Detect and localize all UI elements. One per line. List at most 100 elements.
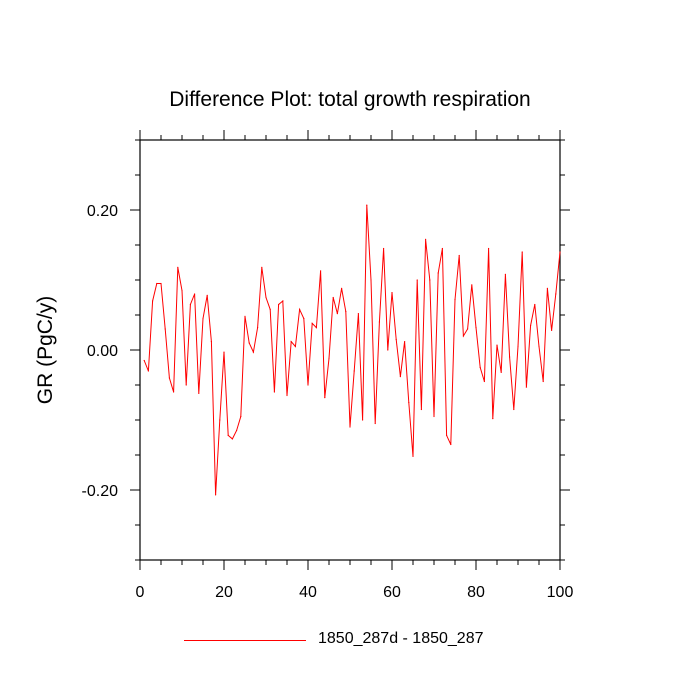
legend-label: 1850_287d - 1850_287 xyxy=(318,630,484,647)
data-point xyxy=(441,247,443,250)
data-point xyxy=(269,308,271,310)
data-point xyxy=(231,438,233,440)
tick-labels: 0 20 40 60 80 100 -0.20 0.00 0.20 xyxy=(82,203,574,601)
data-point xyxy=(324,397,326,399)
data-point xyxy=(488,247,490,250)
data-point xyxy=(219,419,221,421)
data-point xyxy=(391,292,393,294)
data-point xyxy=(332,296,334,299)
data-point xyxy=(513,408,515,411)
data-point xyxy=(152,300,154,302)
data-point xyxy=(412,455,414,457)
data-point xyxy=(206,294,208,296)
data-point xyxy=(353,370,355,372)
x-tick-label: 60 xyxy=(383,584,401,601)
data-point xyxy=(525,386,528,388)
data-point xyxy=(189,303,191,306)
data-point xyxy=(198,392,200,394)
data-point xyxy=(177,266,179,268)
data-point xyxy=(236,429,238,432)
data-point xyxy=(147,370,149,372)
data-point xyxy=(357,313,359,315)
legend-line-swatch xyxy=(184,640,306,641)
data-point xyxy=(378,321,380,323)
data-point xyxy=(429,279,431,281)
data-point xyxy=(143,359,145,362)
data-point xyxy=(315,327,317,329)
data-point xyxy=(156,282,158,285)
data-point xyxy=(273,391,275,393)
data-point xyxy=(345,310,347,313)
data-point xyxy=(194,293,196,295)
series-line xyxy=(143,205,561,495)
data-point xyxy=(223,351,225,353)
data-point xyxy=(257,327,259,329)
data-point xyxy=(446,434,448,436)
data-point xyxy=(551,329,553,331)
data-point xyxy=(504,273,506,275)
data-point xyxy=(462,335,464,337)
data-point xyxy=(240,415,242,418)
data-point xyxy=(395,338,397,341)
data-point xyxy=(168,377,170,379)
data-point xyxy=(555,293,557,295)
data-point xyxy=(248,342,250,344)
data-point xyxy=(500,371,502,373)
data-point xyxy=(202,317,204,320)
data-point xyxy=(559,251,561,253)
data-point xyxy=(404,341,406,343)
data-point xyxy=(437,272,439,274)
x-tick-label: 100 xyxy=(547,584,574,601)
data-point xyxy=(278,303,280,306)
data-point xyxy=(521,251,523,253)
data-point xyxy=(210,341,212,343)
data-point xyxy=(227,434,229,436)
data-point xyxy=(433,415,435,418)
data-point xyxy=(299,308,301,310)
y-tick-label: 0.00 xyxy=(87,343,118,360)
data-point xyxy=(496,344,498,346)
data-point xyxy=(320,270,322,272)
data-point xyxy=(534,303,536,306)
legend: 1850_287d - 1850_287 xyxy=(184,628,604,654)
x-tick-label: 20 xyxy=(215,584,233,601)
y-tick-label: 0.20 xyxy=(87,203,118,220)
data-point xyxy=(164,328,166,330)
data-point xyxy=(399,376,401,378)
data-point xyxy=(290,341,292,343)
tick-marks xyxy=(130,130,570,570)
data-point xyxy=(475,327,477,329)
data-point xyxy=(185,384,187,386)
data-point xyxy=(425,238,427,240)
data-point xyxy=(173,391,175,393)
data-point xyxy=(181,289,183,292)
data-point xyxy=(366,204,368,206)
data-point xyxy=(479,366,481,369)
data-point xyxy=(244,315,246,317)
data-point xyxy=(530,324,532,327)
data-point xyxy=(307,384,309,386)
data-point xyxy=(454,299,456,301)
data-point xyxy=(341,287,343,289)
data-point xyxy=(387,349,389,351)
x-tick-label: 80 xyxy=(467,584,485,601)
data-point xyxy=(374,422,376,425)
data-point xyxy=(286,394,288,397)
data-point xyxy=(546,287,549,289)
data-point xyxy=(458,254,460,257)
data-point xyxy=(467,328,469,330)
data-point xyxy=(328,357,330,359)
data-point xyxy=(509,356,511,358)
data-point xyxy=(383,247,385,250)
x-tick-label: 0 xyxy=(136,584,145,601)
data-point xyxy=(370,279,372,281)
data-point xyxy=(483,380,485,383)
data-point xyxy=(303,317,305,320)
data-point xyxy=(471,284,473,286)
chart-title: Difference Plot: total growth respiratio… xyxy=(169,88,531,111)
y-axis-label: GR (PgC/y) xyxy=(34,296,57,405)
data-point xyxy=(261,266,263,268)
data-point xyxy=(349,426,351,428)
x-tick-label: 40 xyxy=(299,584,317,601)
